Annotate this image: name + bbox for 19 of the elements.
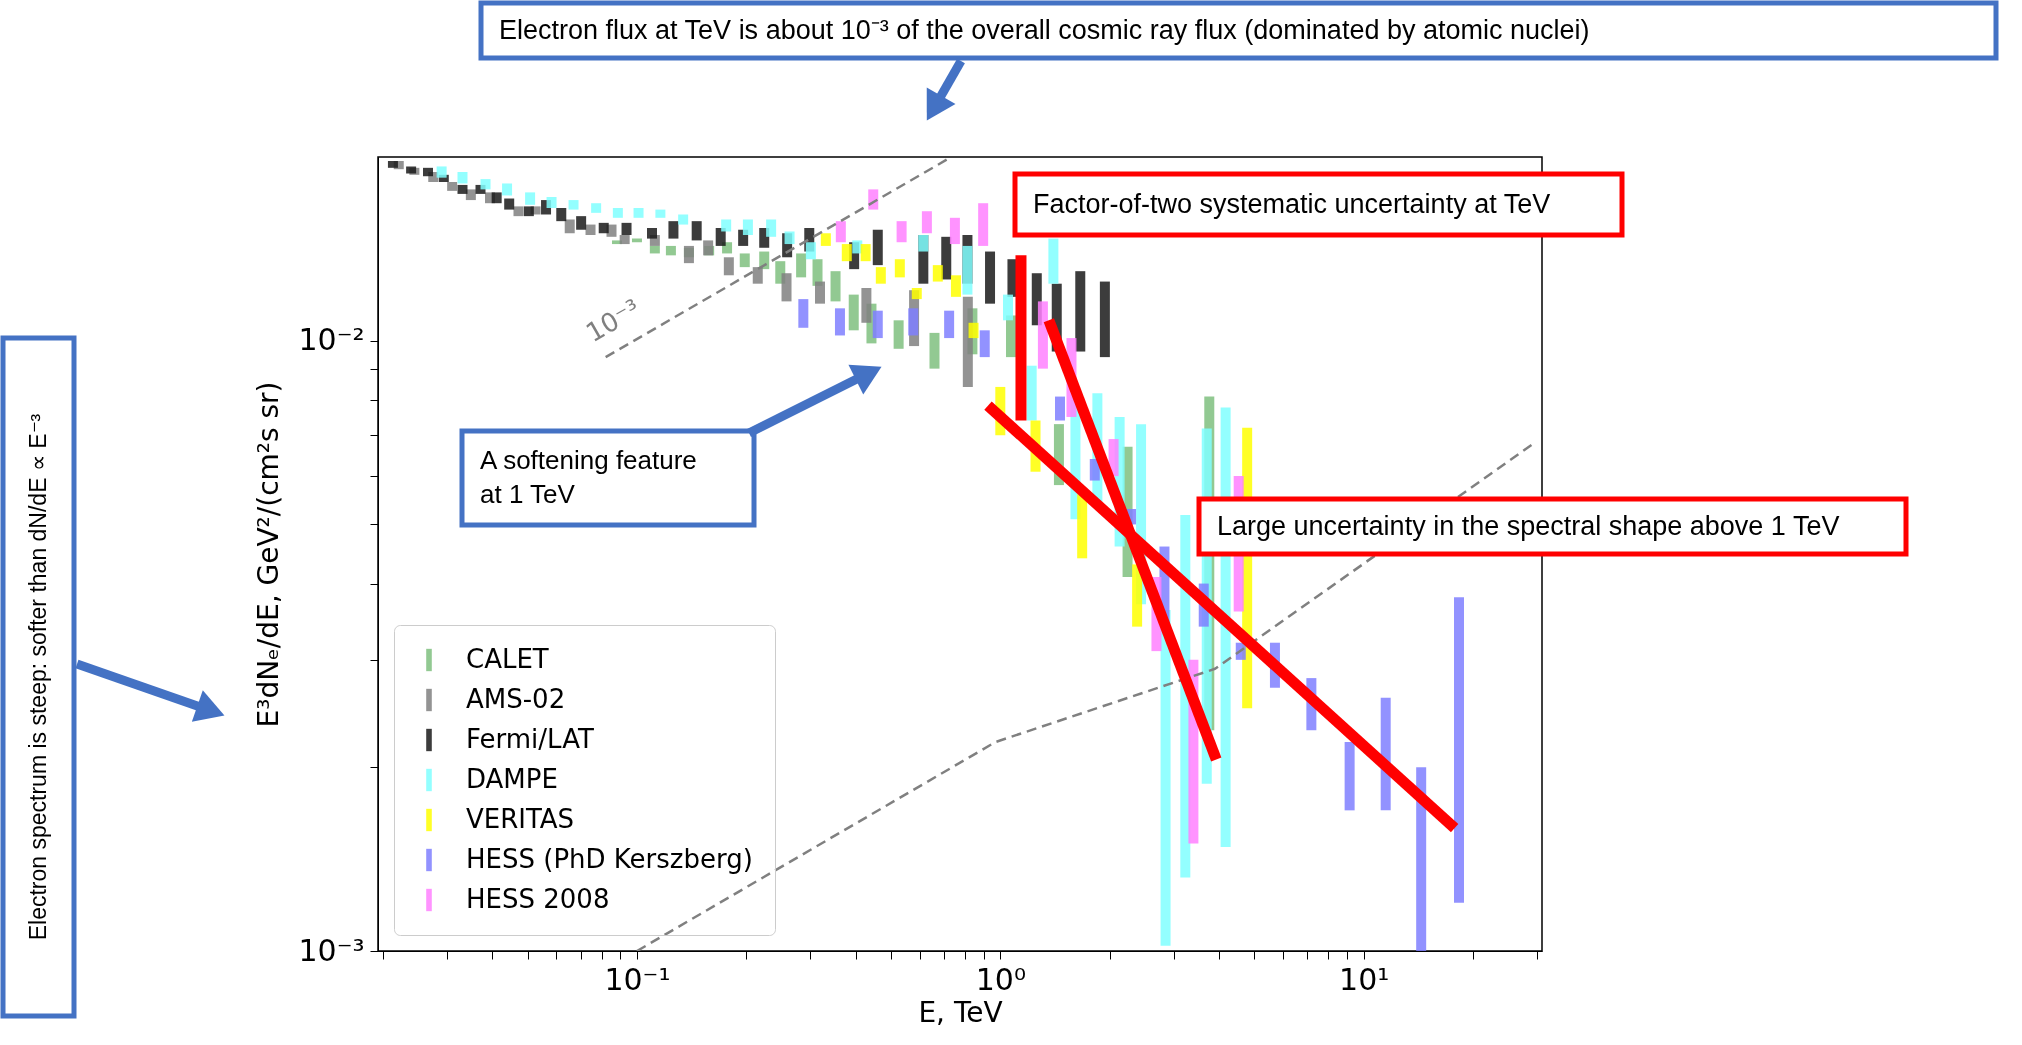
legend-label: HESS 2008 [466,884,610,914]
legend-label: DAMPE [466,764,558,794]
legend-label: CALET [466,644,549,674]
x-tick-label: 10⁻¹ [604,961,671,997]
text: Electron flux at TeV is about 10⁻³ of the overall cosmic ray flux (dominated by atomic nuclei) [499,14,1590,45]
y-axis-title: E³dNₑ/dE, GeV²/(cm²s sr) [252,381,286,728]
text: Electron spectrum is steep: softer than dN/dE ∝ E⁻³ [24,413,51,941]
x-axis-title: E, TeV [918,995,1003,1029]
annotation: Large uncertainty in the spectral shape above 1 TeV [1217,510,1840,541]
legend-label: VERITAS [466,804,575,834]
y-tick-label: 10⁻² [298,322,365,358]
annotation: A softening feature at 1 TeV [480,445,697,509]
x-tick-label: 10¹ [1339,961,1390,997]
annotation: Factor-of-two systematic uncertainty at TeV [1033,188,1551,219]
legend-label: Fermi/LAT [466,724,594,754]
legend-label: HESS (PhD Kerszberg) [466,844,753,874]
text: 10⁻³ [580,293,646,348]
x-tick-label: 10⁰ [975,961,1026,997]
legend-label: AMS-02 [466,684,566,714]
